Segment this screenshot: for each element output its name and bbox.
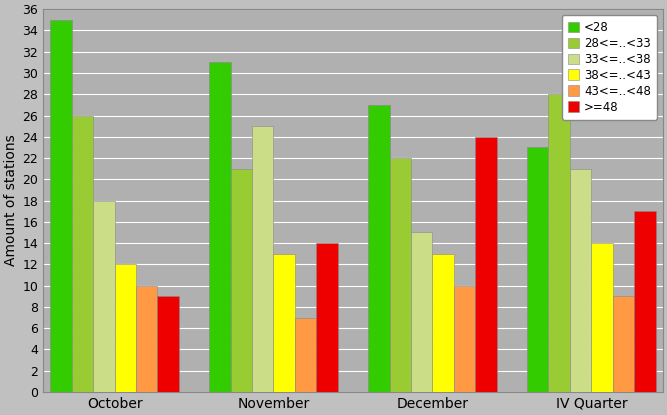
Bar <box>71 115 93 392</box>
Bar <box>136 286 157 392</box>
Bar <box>231 168 252 392</box>
Bar <box>209 62 231 392</box>
Bar <box>390 158 411 392</box>
Bar <box>157 296 179 392</box>
Bar <box>295 317 316 392</box>
Bar <box>527 147 548 392</box>
Bar <box>50 20 71 392</box>
Bar <box>115 264 136 392</box>
Bar <box>592 243 613 392</box>
Bar <box>411 232 432 392</box>
Legend: <28, 28<=..<33, 33<=..<38, 38<=..<43, 43<=..<48, >=48: <28, 28<=..<33, 33<=..<38, 38<=..<43, 43… <box>562 15 657 120</box>
Bar <box>613 296 634 392</box>
Bar <box>454 286 476 392</box>
Bar <box>93 200 115 392</box>
Bar <box>273 254 295 392</box>
Bar <box>432 254 454 392</box>
Bar <box>316 243 338 392</box>
Y-axis label: Amount of stations: Amount of stations <box>4 135 18 266</box>
Bar <box>634 211 656 392</box>
Bar <box>368 105 390 392</box>
Bar <box>570 168 592 392</box>
Bar <box>252 126 273 392</box>
Bar <box>476 137 497 392</box>
Bar <box>548 94 570 392</box>
